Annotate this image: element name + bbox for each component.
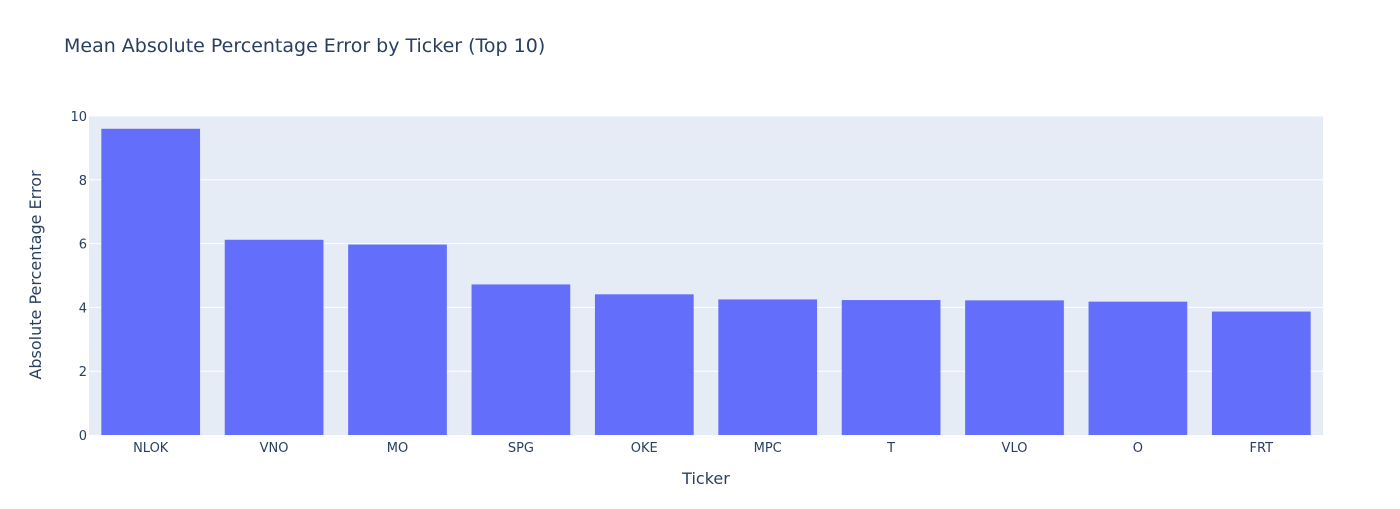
y-tick-label: 2	[79, 365, 87, 380]
bar-nlok[interactable]	[101, 128, 201, 435]
bar-mpc[interactable]	[718, 299, 818, 435]
x-tick-label: OKE	[631, 441, 658, 456]
x-tick-label: FRT	[1250, 441, 1274, 456]
x-axis-title: Ticker	[681, 469, 730, 488]
x-tick-label: MO	[387, 441, 408, 456]
x-tick-label: MPC	[754, 441, 782, 456]
bars	[101, 128, 1311, 435]
y-tick-label: 0	[79, 429, 87, 444]
y-tick-label: 6	[79, 238, 87, 253]
y-tick-label: 4	[79, 301, 87, 316]
y-tick-label: 10	[70, 110, 87, 125]
x-tick-label: SPG	[508, 441, 534, 456]
y-axis-ticks: 0 2 4 6 8 10	[70, 110, 87, 444]
bar-oke[interactable]	[594, 294, 694, 435]
bar-spg[interactable]	[471, 284, 571, 435]
bar-t[interactable]	[841, 300, 941, 435]
y-tick-label: 8	[79, 174, 87, 189]
bar-o[interactable]	[1088, 301, 1188, 435]
x-tick-label: NLOK	[133, 441, 169, 456]
bar-vlo[interactable]	[965, 300, 1064, 435]
bar-mo[interactable]	[348, 244, 447, 435]
x-tick-label: O	[1133, 441, 1143, 456]
x-tick-label: T	[886, 441, 895, 456]
x-tick-label: VLO	[1002, 441, 1028, 456]
x-axis-ticks: NLOK VNO MO SPG OKE MPC T VLO O FRT	[133, 441, 1273, 456]
bar-vno[interactable]	[224, 239, 324, 435]
chart-title: Mean Absolute Percentage Error by Ticker…	[64, 35, 545, 57]
bar-frt[interactable]	[1211, 311, 1311, 435]
x-tick-label: VNO	[260, 441, 289, 456]
y-axis-title: Absolute Percentage Error	[26, 170, 45, 380]
